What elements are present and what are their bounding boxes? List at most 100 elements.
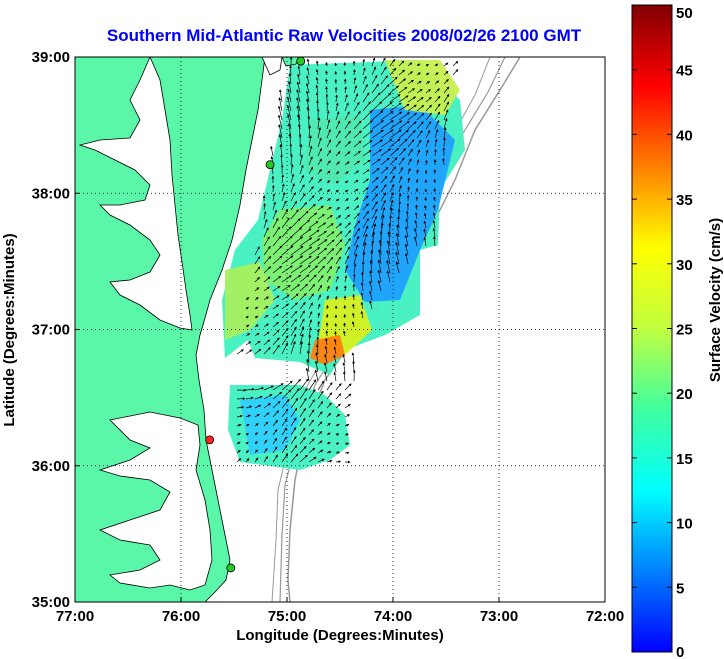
velocity-arrow — [371, 110, 384, 121]
velocity-arrow — [308, 327, 312, 337]
velocity-arrow — [299, 210, 309, 220]
velocity-arrow — [333, 354, 337, 364]
velocity-arrow — [416, 149, 421, 157]
velocity-arrow — [296, 97, 301, 112]
velocity-arrow — [386, 270, 391, 283]
velocity-arrow — [380, 157, 390, 166]
velocity-arrow — [308, 283, 316, 292]
velocity-arrow — [324, 353, 328, 364]
y-tick-label: 36:00 — [32, 458, 70, 475]
velocity-arrow — [272, 245, 283, 256]
velocity-arrow — [290, 333, 297, 346]
velocity-arrow — [290, 265, 303, 274]
colorbar-tick-label: 35 — [676, 192, 693, 209]
velocity-arrow — [416, 72, 421, 76]
velocity-arrow — [398, 193, 402, 202]
velocity-arrow — [287, 80, 292, 94]
station-marker — [226, 563, 236, 573]
velocity-arrow — [263, 210, 267, 220]
velocity-arrow — [254, 413, 260, 418]
velocity-arrow — [245, 414, 251, 418]
x-tick-label: 77:00 — [56, 608, 94, 625]
velocity-arrow — [308, 388, 316, 400]
velocity-arrow — [317, 188, 323, 193]
velocity-arrow — [335, 180, 339, 184]
velocity-arrow — [299, 255, 312, 265]
velocity-arrow — [287, 88, 292, 103]
velocity-arrow — [317, 275, 324, 283]
velocity-arrow — [326, 275, 331, 283]
velocity-arrow — [236, 441, 241, 445]
velocity-arrow — [398, 200, 402, 211]
velocity-arrow — [326, 295, 329, 301]
velocity-arrow — [272, 337, 280, 346]
velocity-arrow — [432, 212, 436, 220]
velocity-arrow — [308, 319, 312, 328]
velocity-arrow — [371, 158, 381, 166]
velocity-arrow — [335, 285, 338, 292]
velocity-arrow — [263, 218, 268, 229]
velocity-arrow — [334, 295, 338, 301]
velocity-arrow — [308, 195, 315, 202]
velocity-arrow — [317, 400, 324, 409]
velocity-arrow — [380, 214, 385, 229]
velocity-arrow — [434, 63, 439, 67]
velocity-arrow — [245, 450, 249, 454]
velocity-arrow — [326, 180, 331, 184]
velocity-arrow — [254, 423, 259, 427]
velocity-arrow — [299, 154, 304, 166]
velocity-arrow — [281, 408, 289, 418]
velocity-arrow — [299, 310, 305, 319]
velocity-arrow — [281, 200, 287, 211]
velocity-arrow — [398, 120, 410, 130]
velocity-arrow — [371, 208, 378, 220]
velocity-arrow — [333, 338, 337, 346]
velocity-arrow — [263, 421, 269, 427]
velocity-arrow — [389, 138, 401, 148]
velocity-arrow — [396, 224, 400, 238]
colorbar-tick-label: 25 — [676, 322, 693, 339]
velocity-arrow — [425, 96, 432, 103]
velocity-arrow — [353, 220, 360, 229]
velocity-arrow — [263, 412, 270, 418]
velocity-arrow — [335, 413, 341, 418]
velocity-arrow — [407, 148, 413, 157]
velocity-arrow — [414, 219, 418, 229]
velocity-arrow — [325, 338, 328, 346]
velocity-arrow — [398, 166, 404, 175]
velocity-arrow — [353, 253, 358, 265]
velocity-arrow — [290, 302, 298, 310]
velocity-arrow — [245, 458, 250, 463]
velocity-arrow — [407, 158, 412, 166]
velocity-arrow — [326, 198, 331, 202]
velocity-arrow — [297, 65, 301, 76]
velocity-arrow — [352, 303, 355, 310]
velocity-arrow — [281, 418, 288, 427]
velocity-arrow — [371, 83, 379, 94]
velocity-arrow — [290, 236, 304, 247]
velocity-arrow — [254, 287, 260, 292]
velocity-arrow — [263, 347, 271, 355]
velocity-arrow — [326, 215, 333, 220]
velocity-arrow — [317, 284, 323, 292]
velocity-arrow — [414, 212, 418, 220]
velocity-arrow — [407, 79, 414, 85]
velocity-region — [310, 335, 345, 365]
velocity-arrow — [254, 404, 262, 409]
velocity-arrow — [389, 214, 392, 229]
velocity-arrow — [407, 71, 413, 76]
velocity-arrow — [425, 139, 430, 148]
velocity-arrow — [308, 399, 315, 409]
velocity-arrow — [254, 395, 263, 400]
velocity-arrow — [281, 226, 292, 238]
velocity-arrow — [281, 255, 294, 265]
velocity-arrow — [344, 171, 349, 175]
velocity-arrow — [317, 214, 325, 220]
velocity-arrow — [407, 121, 417, 130]
velocity-arrow — [371, 75, 378, 85]
velocity-arrow — [314, 360, 319, 373]
velocity-arrow — [263, 394, 273, 400]
y-tick-label: 37:00 — [32, 322, 70, 339]
colorbar-tick-label: 15 — [676, 451, 693, 468]
